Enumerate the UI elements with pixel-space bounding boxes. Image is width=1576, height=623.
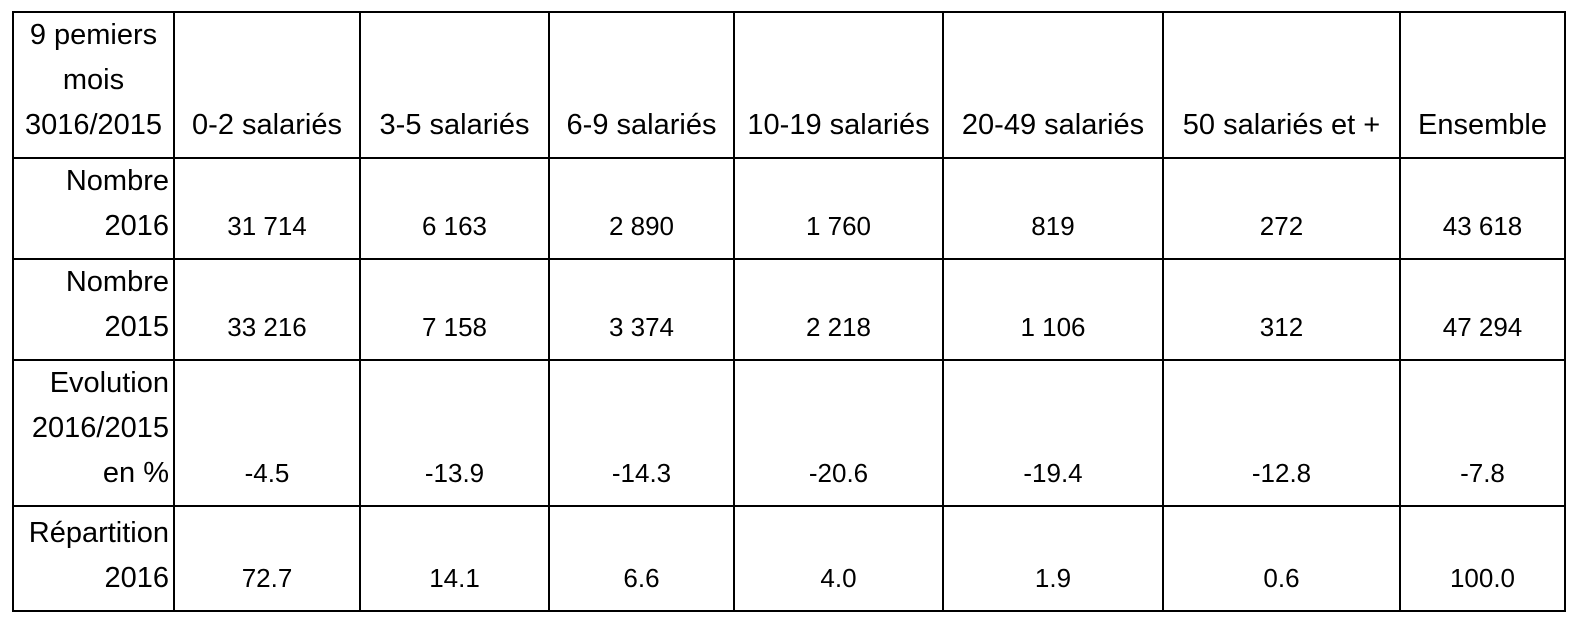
data-cell: -12.8 [1162, 359, 1401, 507]
column-header-label: 3-5 salariés [379, 109, 530, 141]
row-label-line: 2016/2015 [31, 412, 169, 444]
row-label-line: 2016 [104, 562, 169, 594]
table-row-nombre-2016: Nombre 2016 31 714 6 163 2 890 1 760 819… [12, 157, 1566, 260]
data-cell: 33 216 [173, 258, 361, 361]
data-cell: 1 760 [733, 157, 944, 260]
column-header-label: 0-2 salariés [192, 109, 342, 141]
table-header-row: 9 pemiers mois 3016/2015 0-2 salariés 3-… [12, 11, 1566, 159]
row-label-nombre-2016: Nombre 2016 [12, 157, 175, 260]
row-label-line: Nombre [65, 165, 169, 197]
data-cell: 4.0 [733, 505, 944, 612]
column-header-ensemble: Ensemble [1399, 11, 1566, 159]
data-cell: 1 106 [942, 258, 1164, 361]
corner-cell: 9 pemiers mois 3016/2015 [12, 11, 175, 159]
column-header-0-2-salaries: 0-2 salariés [173, 11, 361, 159]
data-cell: 272 [1162, 157, 1401, 260]
column-header-50-salaries-et-plus: 50 salariés et + [1162, 11, 1401, 159]
data-cell: 47 294 [1399, 258, 1566, 361]
row-label-repartition-2016: Répartition 2016 [12, 505, 175, 612]
data-cell: 6.6 [548, 505, 735, 612]
data-cell: 312 [1162, 258, 1401, 361]
row-label-line: en % [102, 457, 169, 489]
data-cell: -14.3 [548, 359, 735, 507]
column-header-6-9-salaries: 6-9 salariés [548, 11, 735, 159]
corner-line: 9 pemiers [29, 19, 158, 51]
table-row-nombre-2015: Nombre 2015 33 216 7 158 3 374 2 218 1 1… [12, 258, 1566, 361]
row-label-line: 2015 [104, 311, 169, 343]
data-cell: 43 618 [1399, 157, 1566, 260]
column-header-label: 10-19 salariés [747, 109, 930, 141]
table-row-evolution: Evolution 2016/2015 en % -4.5 -13.9 -14.… [12, 359, 1566, 507]
data-cell: 0.6 [1162, 505, 1401, 612]
row-label-line: Evolution [49, 367, 169, 399]
row-label-line: 2016 [104, 210, 169, 242]
column-header-label: Ensemble [1418, 109, 1547, 141]
data-cell: 72.7 [173, 505, 361, 612]
row-label-line: Nombre [65, 266, 169, 298]
corner-line: mois [62, 64, 125, 96]
data-cell: 1.9 [942, 505, 1164, 612]
data-cell: 6 163 [359, 157, 550, 260]
data-table: 9 pemiers mois 3016/2015 0-2 salariés 3-… [12, 11, 1566, 612]
data-cell: -4.5 [173, 359, 361, 507]
column-header-label: 20-49 salariés [961, 109, 1145, 141]
row-label-line: Répartition [28, 517, 169, 549]
data-cell: -20.6 [733, 359, 944, 507]
data-cell: 7 158 [359, 258, 550, 361]
data-cell: -13.9 [359, 359, 550, 507]
data-cell: 2 890 [548, 157, 735, 260]
data-cell: -19.4 [942, 359, 1164, 507]
table-row-repartition-2016: Répartition 2016 72.7 14.1 6.6 4.0 1.9 0… [12, 505, 1566, 612]
column-header-10-19-salaries: 10-19 salariés [733, 11, 944, 159]
column-header-label: 50 salariés et + [1182, 109, 1381, 141]
row-label-nombre-2015: Nombre 2015 [12, 258, 175, 361]
row-label-evolution: Evolution 2016/2015 en % [12, 359, 175, 507]
column-header-label: 6-9 salariés [566, 109, 717, 141]
data-cell: 3 374 [548, 258, 735, 361]
data-cell: -7.8 [1399, 359, 1566, 507]
data-cell: 31 714 [173, 157, 361, 260]
data-cell: 100.0 [1399, 505, 1566, 612]
data-cell: 819 [942, 157, 1164, 260]
column-header-3-5-salaries: 3-5 salariés [359, 11, 550, 159]
data-cell: 2 218 [733, 258, 944, 361]
data-cell: 14.1 [359, 505, 550, 612]
column-header-20-49-salaries: 20-49 salariés [942, 11, 1164, 159]
corner-line: 3016/2015 [24, 109, 163, 141]
